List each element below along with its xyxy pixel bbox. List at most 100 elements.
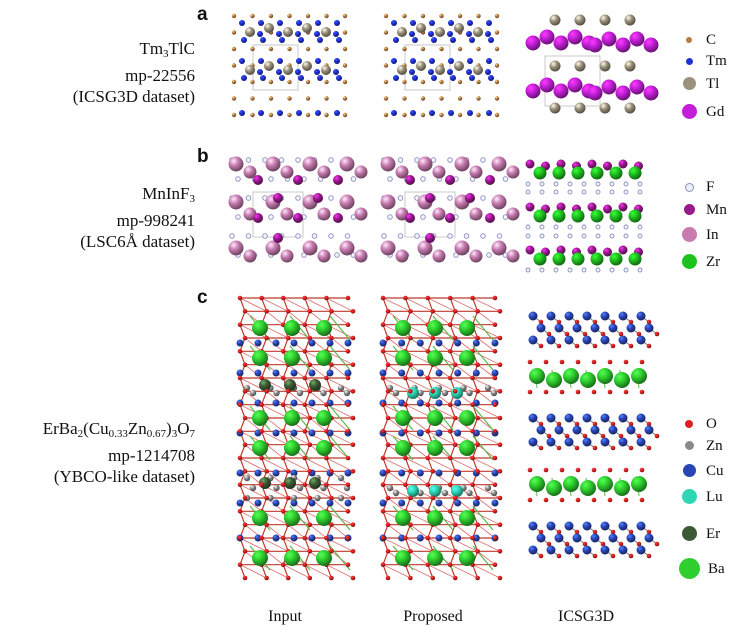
- atom-cu: [600, 545, 610, 555]
- atom-o: [628, 445, 634, 451]
- atom-o: [425, 402, 431, 407]
- atom-o: [380, 535, 386, 541]
- bond: [329, 315, 351, 341]
- atom-c: [457, 112, 463, 118]
- bond: [410, 417, 429, 432]
- atom-lu: [407, 387, 419, 399]
- atom-o: [591, 497, 597, 503]
- atom-o: [543, 497, 549, 503]
- atom-f: [525, 267, 531, 273]
- bond: [427, 564, 456, 579]
- atom-tl: [574, 60, 586, 72]
- atom-o: [345, 295, 351, 301]
- atom-o: [285, 389, 291, 394]
- formula-b: MnInF3: [142, 184, 195, 205]
- atom-o: [350, 495, 356, 501]
- atom-o: [610, 319, 616, 325]
- atom-ba: [395, 510, 411, 526]
- bond: [472, 444, 479, 459]
- atom-c: [420, 46, 426, 52]
- atom-o: [307, 495, 313, 501]
- atom-o: [475, 389, 480, 394]
- bond: [326, 484, 354, 499]
- bond: [405, 377, 433, 392]
- bond: [261, 430, 289, 446]
- bond: [472, 377, 501, 392]
- atom-c: [342, 112, 348, 118]
- atom-mn: [405, 175, 415, 185]
- atom-mn: [333, 213, 343, 223]
- atom-cu: [491, 469, 499, 477]
- atom-cu: [398, 369, 406, 377]
- atom-o: [447, 535, 453, 541]
- atom-o: [452, 522, 458, 527]
- atom-o: [380, 322, 386, 327]
- atom-mn: [618, 159, 628, 169]
- atom-zn: [490, 389, 498, 397]
- atom-cu: [454, 399, 462, 407]
- atom-tm: [448, 20, 454, 26]
- atom-o: [350, 442, 356, 447]
- atom-c: [231, 46, 237, 52]
- atom-o: [403, 535, 408, 541]
- atom-ba: [252, 410, 268, 426]
- atom-cu: [308, 499, 316, 507]
- atom-cu: [600, 521, 610, 531]
- atom-o: [385, 415, 391, 421]
- atom-gd-icon: [682, 104, 697, 119]
- atom-tm: [277, 110, 283, 116]
- bond: [405, 457, 433, 472]
- atom-f: [447, 195, 453, 201]
- atom-o: [556, 421, 562, 427]
- atom-f: [496, 233, 503, 239]
- atom-o: [447, 349, 453, 354]
- atom-o: [329, 309, 334, 314]
- atom-ba: [427, 510, 443, 526]
- atom-zn: [296, 484, 304, 492]
- atom-cu: [398, 499, 406, 507]
- atom-c: [494, 46, 500, 52]
- bond: [261, 364, 268, 379]
- atom-o: [497, 415, 503, 421]
- atom-cu: [636, 545, 646, 555]
- atom-c: [231, 13, 237, 19]
- bond: [382, 484, 389, 499]
- atom-o: [610, 445, 616, 451]
- atom-o: [556, 529, 562, 535]
- atom-o: [302, 535, 308, 541]
- atom-o: [492, 482, 498, 487]
- atom-c: [402, 79, 407, 85]
- bond: [472, 564, 479, 579]
- atom-c: [494, 63, 500, 68]
- bond: [449, 551, 456, 565]
- atom-cu: [618, 545, 628, 555]
- atom-zn: [466, 489, 473, 497]
- atom-o: [280, 295, 286, 301]
- atom-tm: [258, 110, 264, 116]
- atom-c: [383, 13, 389, 19]
- atom-c: [342, 79, 348, 85]
- atom-o: [628, 529, 634, 535]
- bond: [304, 377, 311, 392]
- atom-tm: [296, 20, 302, 26]
- atom-o: [475, 522, 480, 527]
- atom-o: [425, 295, 431, 301]
- atom-o: [538, 343, 544, 349]
- bond: [427, 377, 456, 392]
- atom-cu: [254, 469, 262, 477]
- atom-mn: [445, 213, 455, 223]
- atom-tm: [486, 58, 492, 64]
- atom-c: [402, 46, 407, 52]
- panel-letter-a: a: [197, 4, 208, 25]
- atom-ba: [284, 440, 300, 456]
- bond: [472, 345, 494, 371]
- bond: [472, 457, 479, 472]
- bond: [427, 430, 456, 446]
- atom-o: [639, 359, 645, 365]
- bond: [325, 537, 332, 552]
- atom-cu: [435, 339, 443, 347]
- atom-zr: [628, 252, 642, 266]
- atom-o: [259, 482, 264, 487]
- atom-o: [237, 322, 243, 327]
- atom-f: [311, 233, 318, 239]
